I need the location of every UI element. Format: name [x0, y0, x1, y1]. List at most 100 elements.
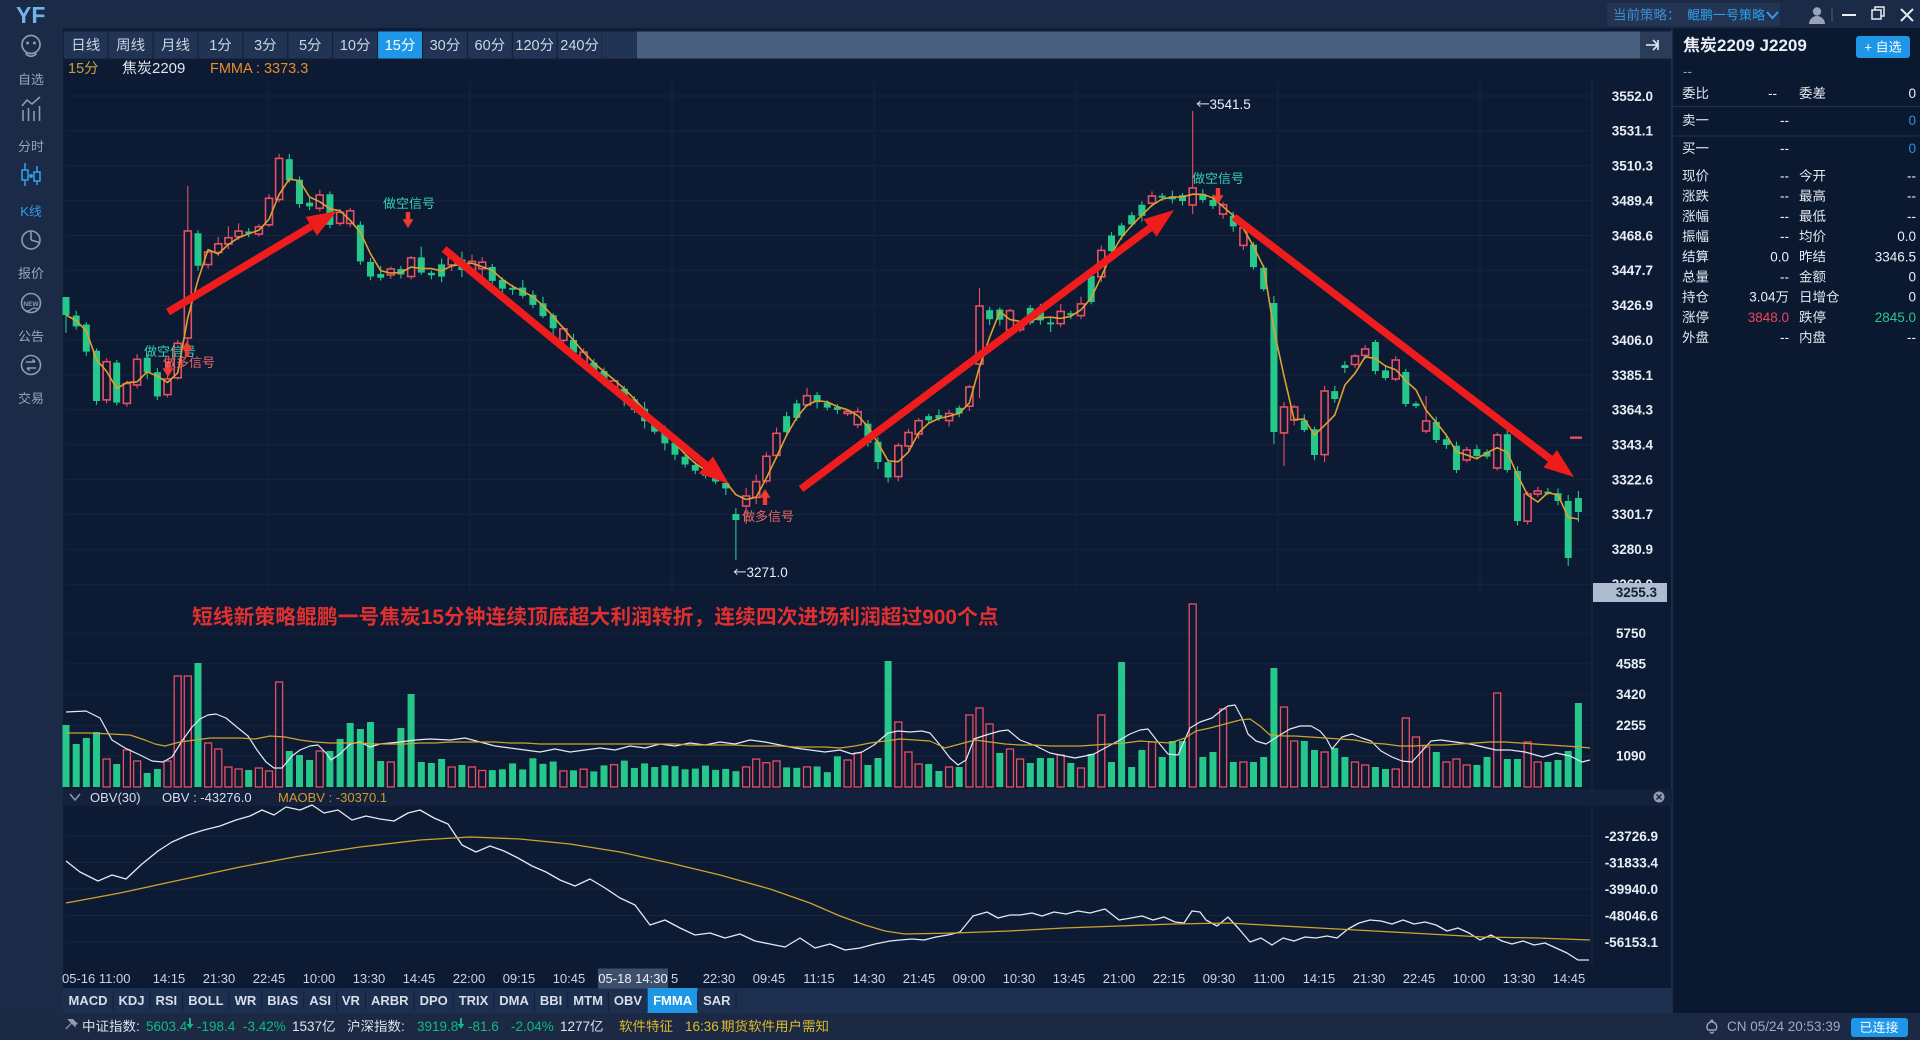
svg-text:3385.1: 3385.1	[1612, 368, 1654, 383]
svg-text:3510.3: 3510.3	[1612, 159, 1654, 174]
svg-text:--: --	[1768, 86, 1777, 101]
svg-text:3447.7: 3447.7	[1612, 263, 1653, 278]
svg-text:09:30: 09:30	[1203, 971, 1236, 986]
svg-text:-23726.9: -23726.9	[1605, 829, 1658, 844]
svg-text:3531.1: 3531.1	[1612, 124, 1654, 139]
svg-text:-31833.4: -31833.4	[1605, 855, 1659, 870]
svg-text:14:45: 14:45	[403, 971, 436, 986]
svg-text:14:15: 14:15	[153, 971, 186, 986]
svg-text:3552.0: 3552.0	[1612, 89, 1653, 104]
svg-text:3280.9: 3280.9	[1612, 542, 1653, 557]
svg-text:3346.5: 3346.5	[1875, 249, 1916, 264]
svg-text:1090: 1090	[1616, 749, 1646, 764]
svg-text:KDJ: KDJ	[119, 993, 145, 1008]
svg-text:13:30: 13:30	[1503, 971, 1536, 986]
svg-text:3: 3	[254, 38, 262, 54]
svg-text:3489.4: 3489.4	[1612, 193, 1654, 208]
svg-text:16:36: 16:36	[685, 1019, 719, 1034]
svg-text:FMMA : 3373.3: FMMA : 3373.3	[210, 61, 308, 77]
svg-text:5: 5	[671, 971, 678, 986]
svg-text:15: 15	[68, 61, 84, 77]
svg-text:FMMA: FMMA	[653, 993, 693, 1008]
svg-text:21:30: 21:30	[1353, 971, 1386, 986]
svg-text:+: +	[1864, 40, 1872, 55]
svg-text:ASI: ASI	[309, 993, 331, 1008]
svg-text:--: --	[1780, 141, 1789, 156]
svg-text:10:00: 10:00	[303, 971, 336, 986]
svg-text:3271.0: 3271.0	[747, 565, 788, 580]
svg-text:3541.5: 3541.5	[1210, 97, 1251, 112]
svg-text:DPO: DPO	[420, 993, 448, 1008]
svg-text:900: 900	[922, 606, 957, 629]
svg-text:3406.0: 3406.0	[1612, 333, 1653, 348]
svg-text:3919.8: 3919.8	[417, 1019, 458, 1034]
svg-text:11:00: 11:00	[1253, 971, 1285, 986]
svg-text:-56153.1: -56153.1	[1605, 935, 1659, 950]
svg-text:60: 60	[475, 38, 491, 54]
svg-text:22:30: 22:30	[703, 971, 736, 986]
svg-text:--: --	[1780, 330, 1789, 345]
svg-text:14:45: 14:45	[1553, 971, 1586, 986]
svg-text:4585: 4585	[1616, 657, 1647, 672]
svg-text:--: --	[1780, 229, 1789, 244]
svg-text:-48046.6: -48046.6	[1605, 908, 1659, 923]
svg-text:OBV: OBV	[614, 993, 643, 1008]
svg-text:BIAS: BIAS	[267, 993, 298, 1008]
svg-text:14:15: 14:15	[1303, 971, 1336, 986]
svg-text:1: 1	[209, 38, 217, 54]
svg-text:120: 120	[515, 38, 539, 54]
svg-text:3426.9: 3426.9	[1612, 298, 1653, 313]
svg-text:WR: WR	[235, 993, 257, 1008]
svg-text:3301.7: 3301.7	[1612, 507, 1653, 522]
svg-text:3468.6: 3468.6	[1612, 228, 1654, 243]
svg-text:0: 0	[1909, 141, 1917, 156]
svg-text:--: --	[1780, 169, 1789, 184]
svg-text:K: K	[20, 204, 29, 219]
svg-text:MAOBV : -30370.1: MAOBV : -30370.1	[278, 790, 387, 805]
svg-text:--: --	[1780, 209, 1789, 224]
svg-text:05-18 14:30: 05-18 14:30	[598, 971, 667, 986]
svg-text:MACD: MACD	[69, 993, 108, 1008]
svg-text:3364.3: 3364.3	[1612, 403, 1654, 418]
svg-text:MTM: MTM	[573, 993, 603, 1008]
svg-text:--: --	[1907, 209, 1916, 224]
svg-text:OBV(30): OBV(30)	[90, 790, 141, 805]
svg-text:-2.04%: -2.04%	[511, 1019, 554, 1034]
svg-text:0: 0	[1909, 270, 1917, 285]
svg-text:21:45: 21:45	[903, 971, 936, 986]
svg-text:-198.4: -198.4	[197, 1019, 236, 1034]
svg-text:10:00: 10:00	[1453, 971, 1486, 986]
svg-text:--: --	[1780, 189, 1789, 204]
svg-text:2209 J2209: 2209 J2209	[1717, 36, 1807, 55]
svg-text:BBI: BBI	[540, 993, 562, 1008]
svg-text:NEW: NEW	[23, 301, 39, 308]
svg-text::: :	[401, 1019, 405, 1034]
svg-text:5: 5	[299, 38, 307, 54]
svg-text:BOLL: BOLL	[188, 993, 223, 1008]
svg-text:3.04: 3.04	[1749, 290, 1776, 305]
svg-text:09:45: 09:45	[753, 971, 786, 986]
svg-text:10:30: 10:30	[1003, 971, 1036, 986]
svg-text:0: 0	[1909, 86, 1917, 101]
svg-text:0.0: 0.0	[1770, 249, 1789, 264]
svg-text:09:00: 09:00	[953, 971, 986, 986]
svg-text:-39940.0: -39940.0	[1605, 882, 1658, 897]
svg-text:14:30: 14:30	[853, 971, 886, 986]
svg-text:0: 0	[1909, 113, 1917, 128]
svg-text:13:30: 13:30	[353, 971, 386, 986]
svg-text:15: 15	[421, 606, 444, 629]
svg-text:2845.0: 2845.0	[1875, 310, 1916, 325]
svg-text:--: --	[1683, 64, 1692, 79]
svg-text:VR: VR	[342, 993, 361, 1008]
svg-text:--: --	[1780, 270, 1789, 285]
svg-text:21:00: 21:00	[1103, 971, 1136, 986]
svg-text:05-16 11:00: 05-16 11:00	[62, 971, 130, 986]
svg-text:SAR: SAR	[703, 993, 731, 1008]
svg-text:15: 15	[385, 38, 401, 54]
svg-text:YF: YF	[16, 2, 45, 28]
svg-text:0: 0	[1909, 290, 1917, 305]
svg-text:5603.4: 5603.4	[146, 1019, 188, 1034]
svg-text:DMA: DMA	[499, 993, 529, 1008]
svg-text:30: 30	[430, 38, 446, 54]
svg-text:21:30: 21:30	[203, 971, 236, 986]
